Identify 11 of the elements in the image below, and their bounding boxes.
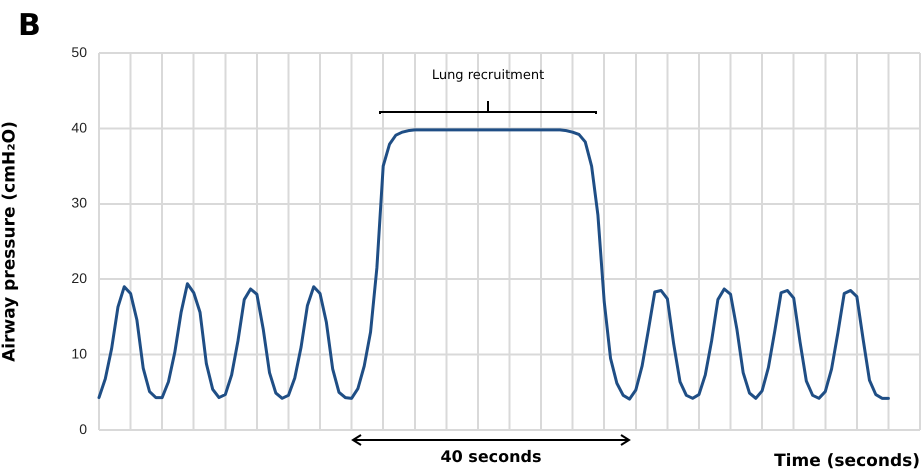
y-tick-label: 0 — [79, 420, 88, 437]
y-tick-label: 10 — [71, 345, 88, 362]
y-tick-label: 50 — [71, 44, 88, 60]
text: 40 seconds — [439, 447, 543, 466]
x-axis-title: Time (seconds) — [774, 451, 920, 472]
y-tick-label: 30 — [71, 194, 88, 211]
annotation: Lung recruitment — [430, 68, 546, 83]
chart-title: B — [18, 8, 41, 43]
y-axis-title: Airway pressure (cmH₂O) — [0, 121, 20, 362]
y-tick-label: 20 — [71, 270, 88, 286]
y-tick-label: 40 — [71, 119, 88, 136]
